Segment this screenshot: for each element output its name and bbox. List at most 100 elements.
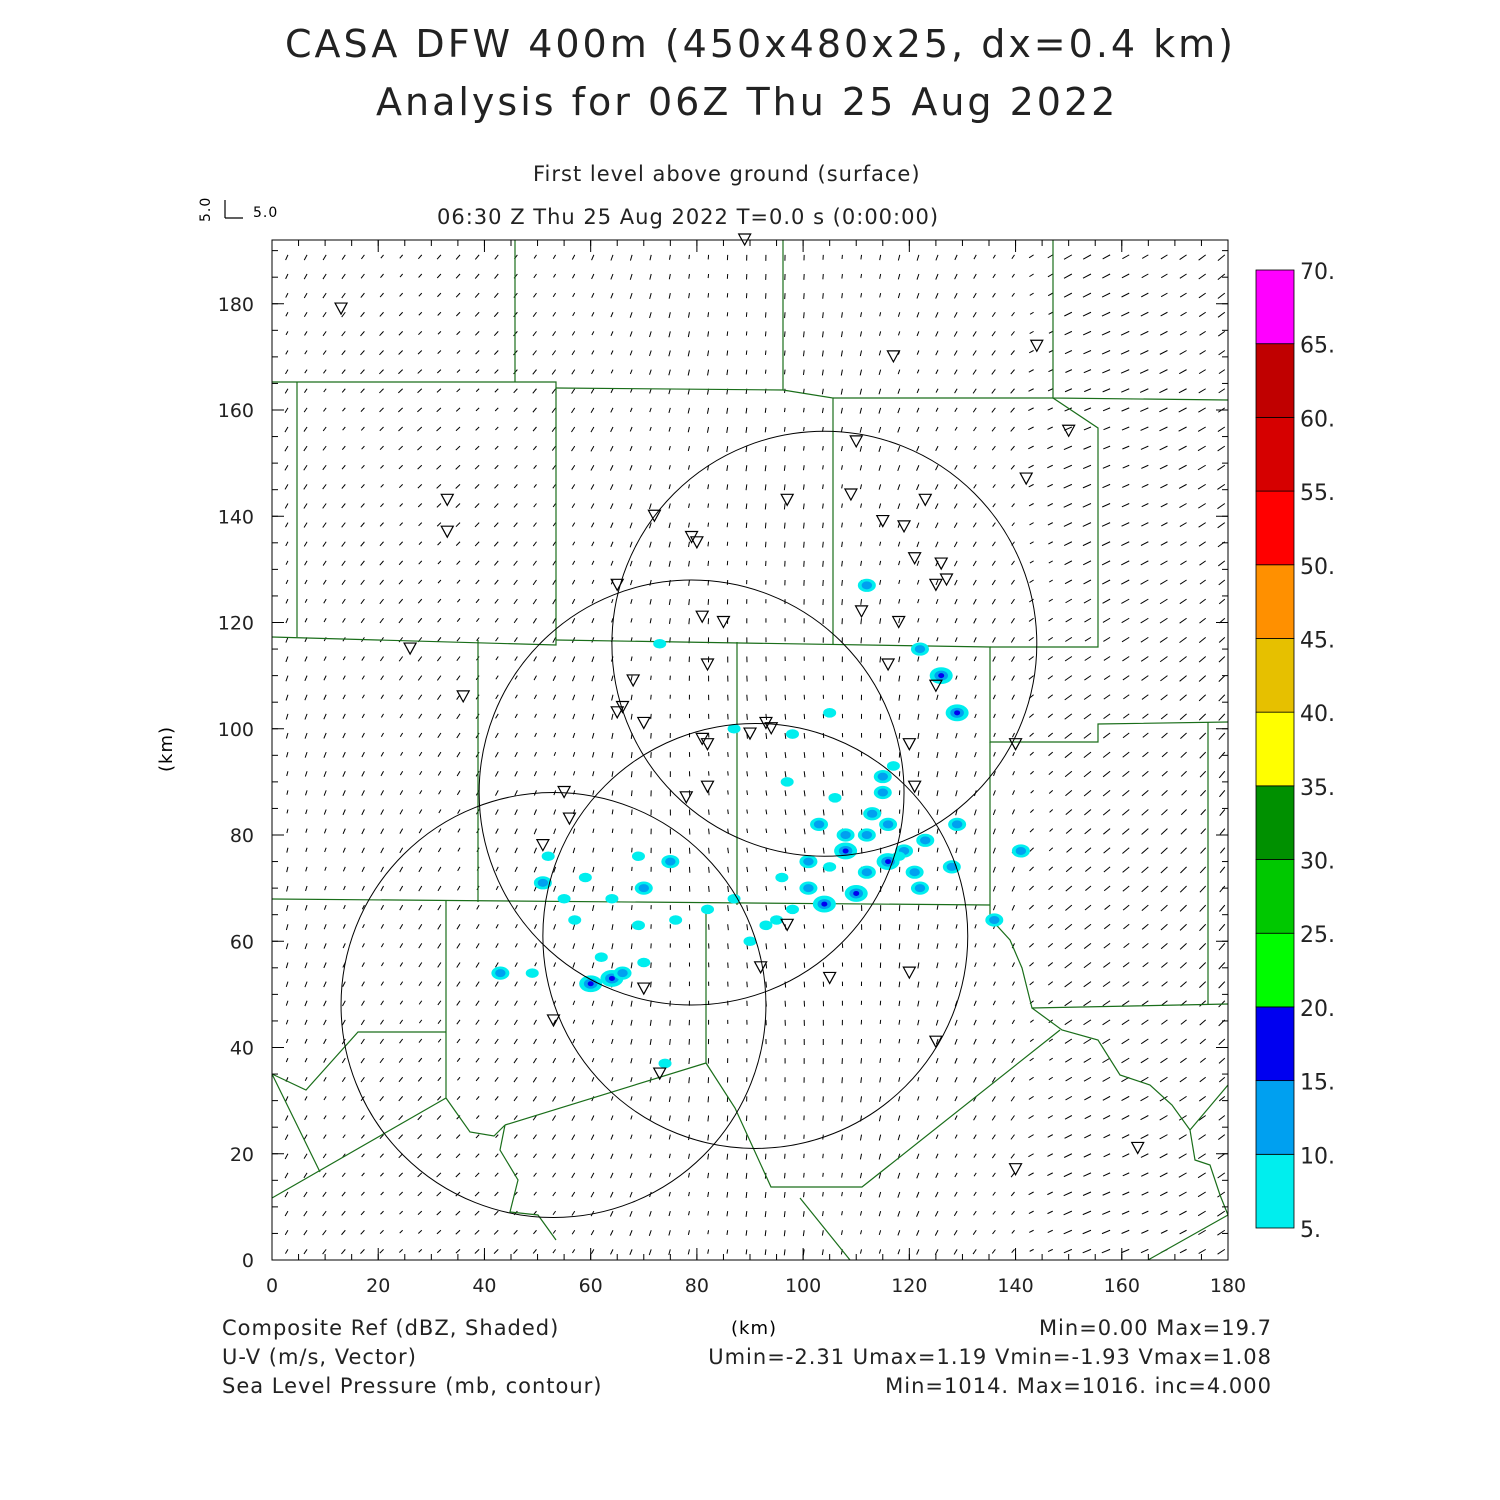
wind-vector bbox=[629, 465, 633, 471]
wind-vector bbox=[379, 656, 384, 662]
wind-vector bbox=[953, 369, 958, 375]
wind-vector bbox=[397, 388, 404, 394]
wind-vector bbox=[936, 656, 939, 661]
wind-vector bbox=[916, 426, 920, 433]
wind-vector bbox=[803, 962, 806, 968]
wind-vector bbox=[935, 1153, 939, 1159]
wind-vector bbox=[1217, 560, 1226, 567]
wind-vector bbox=[1142, 713, 1149, 719]
wind-vector bbox=[649, 541, 652, 548]
wind-vector bbox=[1178, 1153, 1187, 1159]
wind-vector bbox=[1049, 809, 1054, 813]
wind-vector bbox=[935, 1191, 939, 1198]
wind-vector bbox=[474, 464, 480, 470]
wind-vector bbox=[935, 1134, 939, 1139]
wind-vector bbox=[534, 751, 537, 757]
wind-vector bbox=[1140, 1134, 1149, 1140]
wind-vector bbox=[974, 885, 977, 892]
wind-vector bbox=[1065, 617, 1073, 623]
wind-vector bbox=[361, 904, 365, 910]
colorbar-label: 45. bbox=[1300, 628, 1335, 653]
wind-vector bbox=[879, 1058, 882, 1063]
wind-vector bbox=[1065, 598, 1073, 604]
wind-vector bbox=[745, 350, 748, 355]
wind-vector bbox=[1103, 426, 1111, 431]
wind-vector bbox=[897, 445, 901, 452]
wind-vector bbox=[973, 1077, 977, 1083]
wind-vector bbox=[1083, 962, 1092, 969]
wind-vector bbox=[1063, 1229, 1073, 1235]
wind-vector bbox=[1198, 388, 1206, 394]
wind-vector bbox=[380, 771, 384, 777]
wind-vector bbox=[1121, 1019, 1130, 1026]
wind-vector bbox=[668, 445, 671, 451]
wind-vector bbox=[1047, 656, 1054, 661]
wind-vector bbox=[437, 1019, 442, 1024]
wind-vector bbox=[1102, 1038, 1111, 1045]
wind-vector bbox=[1121, 1134, 1130, 1139]
wind-vector bbox=[590, 1172, 595, 1179]
wind-vector bbox=[572, 732, 576, 739]
wind-vector bbox=[437, 1000, 442, 1006]
wind-vector bbox=[1199, 579, 1206, 585]
wind-vector bbox=[649, 350, 652, 357]
wind-vector bbox=[936, 694, 939, 701]
wind-vector bbox=[534, 981, 537, 986]
slp-stats: Min=1014. Max=1016. inc=4.000 bbox=[885, 1374, 1272, 1398]
wind-vector bbox=[1047, 1172, 1053, 1177]
wind-vector bbox=[286, 828, 289, 834]
wind-vector bbox=[783, 1211, 786, 1218]
wind-vector bbox=[1010, 407, 1015, 413]
wind-vector bbox=[1140, 579, 1149, 585]
wind-vector bbox=[437, 904, 442, 911]
wind-vector bbox=[840, 1230, 843, 1235]
wind-vector bbox=[457, 828, 461, 833]
wind-vector bbox=[1028, 388, 1034, 392]
wind-vector bbox=[822, 1172, 824, 1177]
wind-vector bbox=[973, 1000, 977, 1007]
wind-vector bbox=[552, 1077, 557, 1083]
x-tick-label: 0 bbox=[266, 1275, 278, 1297]
wind-vector bbox=[285, 618, 289, 624]
wind-vector bbox=[304, 751, 308, 758]
wind-vector bbox=[955, 962, 958, 968]
wind-vector bbox=[1010, 637, 1015, 643]
wind-vector bbox=[285, 962, 289, 969]
wind-vector bbox=[552, 1210, 557, 1216]
wind-vector bbox=[1028, 1153, 1034, 1158]
wind-vector bbox=[1101, 292, 1111, 298]
wind-vector bbox=[1198, 694, 1207, 702]
wind-vector bbox=[916, 445, 920, 452]
wind-vector bbox=[323, 1019, 327, 1026]
wind-vector bbox=[552, 464, 557, 470]
wind-vector bbox=[974, 924, 977, 929]
wind-vector bbox=[303, 1229, 308, 1236]
wind-vector bbox=[991, 579, 996, 586]
wind-vector bbox=[726, 1134, 729, 1141]
wind-vector bbox=[841, 1115, 843, 1122]
wind-vector bbox=[399, 522, 404, 527]
wind-vector bbox=[286, 847, 289, 853]
wind-vector bbox=[1012, 771, 1015, 776]
wind-vector bbox=[993, 943, 996, 948]
wind-vector bbox=[379, 350, 384, 356]
wind-vector bbox=[303, 1191, 308, 1198]
wind-vector bbox=[898, 637, 901, 643]
reflectivity-cell bbox=[853, 890, 860, 896]
wind-vector bbox=[360, 484, 365, 489]
reflectivity-cell bbox=[842, 848, 849, 854]
wind-vector bbox=[398, 331, 404, 336]
wind-vector bbox=[1084, 388, 1092, 393]
wind-vector bbox=[1121, 1038, 1130, 1045]
wind-vector bbox=[727, 752, 729, 757]
wind-vector bbox=[1010, 598, 1015, 605]
wind-vector bbox=[455, 464, 461, 470]
plot-frame bbox=[271, 239, 1229, 1261]
wind-vector bbox=[572, 292, 576, 298]
station-marker-icon bbox=[849, 435, 864, 449]
wind-vector bbox=[1048, 560, 1053, 564]
wind-vector bbox=[1029, 732, 1034, 737]
wind-vector bbox=[822, 809, 825, 816]
wind-vector bbox=[917, 675, 920, 682]
wind-vector bbox=[380, 464, 384, 469]
